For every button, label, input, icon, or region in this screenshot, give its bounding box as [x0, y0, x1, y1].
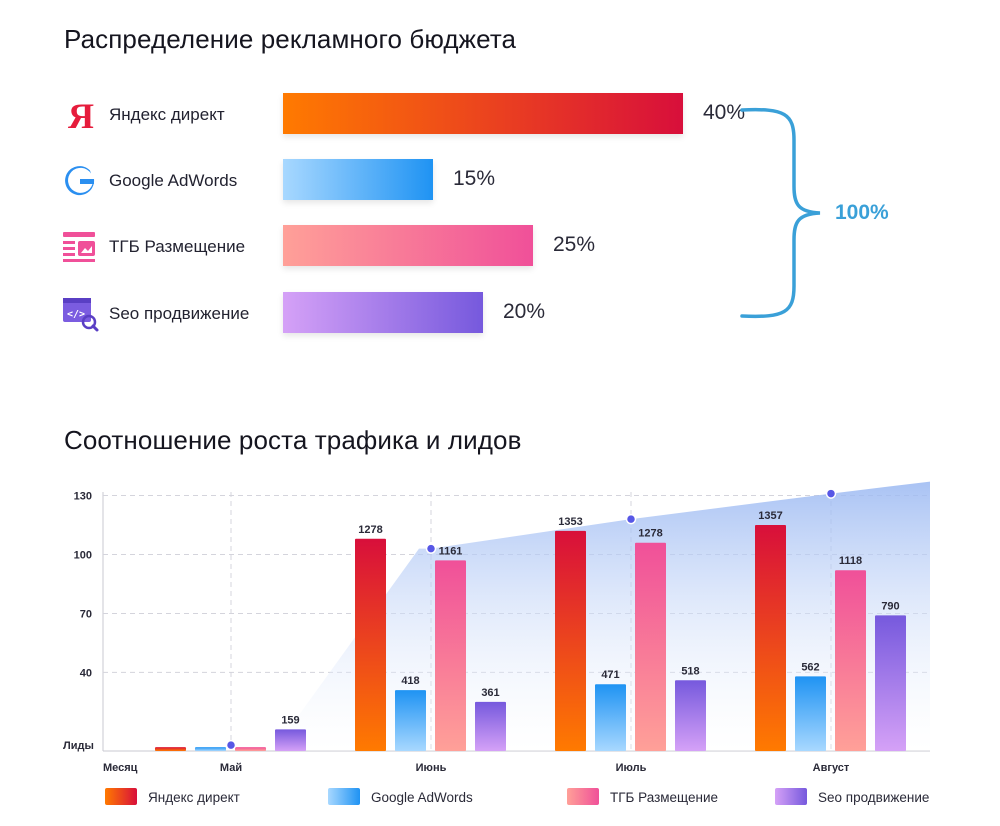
traffic-leads-chart: 40 70 100 130 Лиды Месяц 1278 1353 1357 418 471 562…: [63, 481, 930, 774]
bar-yandex: [755, 525, 786, 751]
bar-seo: [675, 680, 706, 751]
legend-label: ТГБ Размещение: [610, 790, 719, 805]
google-icon: [60, 161, 100, 201]
traffic-title: Соотношение роста трафика и лидов: [64, 425, 522, 455]
bar-yandex: [355, 538, 386, 751]
legend-swatch: [105, 788, 137, 805]
traffic-marker: [425, 543, 437, 554]
bar-value-label: 1357: [758, 510, 782, 522]
x-tick-label: Июль: [616, 762, 647, 774]
legend-swatch: [775, 788, 807, 805]
svg-text:Я: Я: [68, 96, 94, 135]
budget-row-google: Google AdWords 15%: [60, 159, 780, 203]
bar-value-label: 471: [601, 669, 619, 681]
budget-label: Google AdWords: [109, 171, 238, 190]
seo-icon: </>: [60, 294, 100, 334]
y-tick-label: 130: [74, 491, 92, 503]
legend-label: Seo продвижение: [818, 790, 930, 805]
tgb-icon: [60, 227, 100, 267]
bar-value-label: 361: [481, 687, 499, 699]
svg-text:</>: </>: [67, 309, 85, 320]
bar-seo: [275, 729, 306, 751]
bar-value-label: 1118: [839, 555, 862, 567]
budget-bar: [283, 93, 683, 134]
bar-google: [195, 747, 226, 751]
yandex-icon: Я: [60, 95, 100, 136]
bar-tgb: [235, 747, 266, 751]
x-tick-label: Май: [220, 762, 242, 774]
bar-seo: [475, 701, 506, 751]
bar-yandex: [555, 530, 586, 751]
budget-row-yandex: Я Яндекс директ 40%: [60, 93, 780, 137]
bar-value-label: 1353: [558, 516, 582, 528]
budget-bar: [283, 292, 483, 333]
budget-label: ТГБ Размещение: [109, 237, 246, 256]
bar-value-label: 790: [881, 600, 899, 612]
x-axis-label: Месяц: [103, 762, 138, 774]
budget-percent: 25%: [553, 233, 596, 256]
bar-value-label: 1278: [358, 524, 382, 536]
bar-value-label: 418: [401, 675, 419, 687]
bar-value-label: 159: [281, 714, 299, 726]
traffic-marker: [625, 513, 637, 525]
traffic-marker: [225, 739, 237, 751]
x-tick-label: Август: [813, 762, 850, 774]
budget-percent: 15%: [453, 167, 496, 190]
budget-total: 100%: [835, 201, 889, 224]
traffic-marker: [825, 488, 837, 499]
bar-tgb: [435, 560, 466, 751]
budget-percent: 20%: [503, 300, 546, 323]
budget-title: Распределение рекламного бюджета: [64, 24, 517, 54]
bar-google: [595, 684, 626, 751]
legend-swatch: [567, 788, 599, 805]
bar-google: [395, 690, 426, 751]
legend-label: Google AdWords: [371, 790, 473, 805]
bar-google: [795, 676, 826, 751]
bar-seo: [875, 615, 906, 751]
bar-value-label: 1278: [638, 528, 662, 540]
legend-label: Яндекс директ: [148, 790, 240, 805]
bar-value-label: 1161: [439, 545, 463, 557]
budget-row-tgb: ТГБ Размещение 25%: [60, 225, 780, 269]
legend-swatch: [328, 788, 360, 805]
budget-label: Яндекс директ: [109, 105, 225, 124]
budget-percent: 40%: [703, 101, 746, 124]
bar-tgb: [635, 542, 666, 751]
bar-tgb: [835, 570, 866, 751]
bar-value-label: 562: [801, 661, 819, 673]
y-tick-label: 40: [80, 667, 92, 679]
budget-bar: [283, 159, 433, 200]
budget-bar: [283, 225, 533, 266]
y-tick-label: 100: [74, 550, 92, 562]
y-tick-label: 70: [80, 608, 92, 620]
budget-label: Seo продвижение: [109, 304, 250, 323]
brace-icon: [740, 107, 821, 319]
budget-row-seo: </> Seo продвижение 20%: [60, 292, 780, 336]
bar-value-label: 518: [681, 665, 699, 677]
bar-yandex: [155, 747, 186, 751]
y-axis-label: Лиды: [63, 740, 94, 752]
x-tick-label: Июнь: [416, 762, 447, 774]
